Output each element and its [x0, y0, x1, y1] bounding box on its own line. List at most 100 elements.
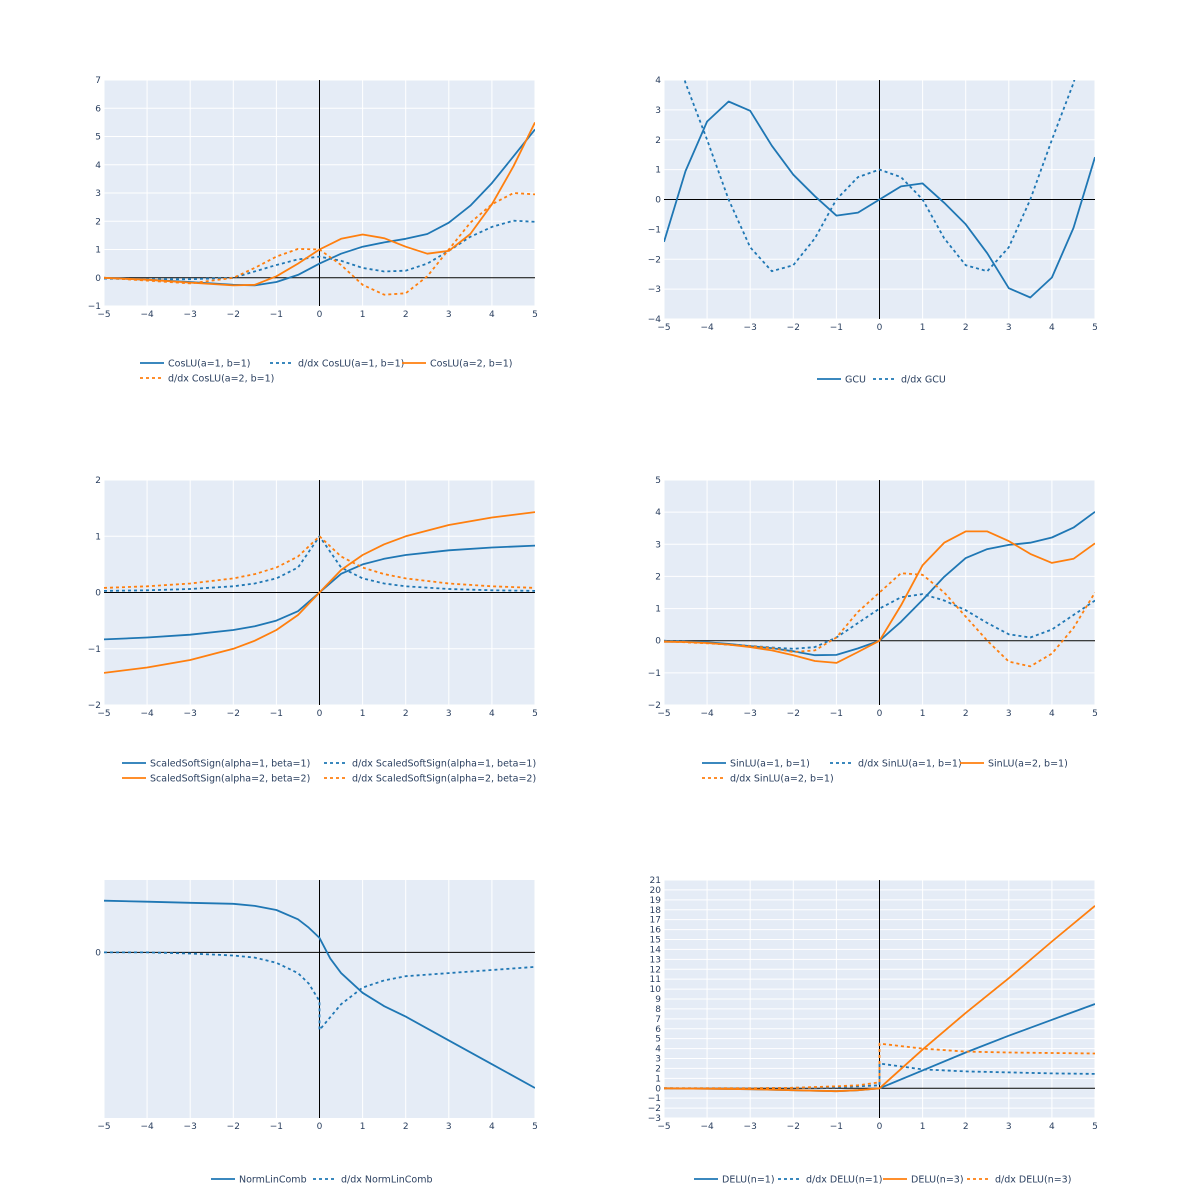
legend-label: CosLU(a=1, b=1)	[168, 359, 250, 370]
legend-label: d/dx CosLU(a=1, b=1)	[298, 359, 404, 370]
y-tick-label: −2	[88, 701, 101, 711]
x-tick-label: −5	[97, 709, 110, 719]
x-tick-label: 5	[532, 1122, 538, 1132]
legend-label: d/dx SinLU(a=2, b=1)	[730, 774, 834, 785]
x-tick-label: −4	[140, 1122, 154, 1132]
y-tick-label: 1	[655, 605, 661, 615]
x-tick-label: 2	[403, 310, 409, 320]
y-tick-label: 11	[650, 975, 661, 985]
y-tick-label: 14	[650, 945, 662, 955]
series-line	[104, 899, 535, 1089]
y-tick-label: 20	[650, 886, 662, 896]
x-tick-label: 4	[489, 310, 495, 320]
y-tick-label: 21	[650, 876, 661, 886]
y-tick-label: −1	[648, 225, 661, 235]
x-tick-label: 3	[1006, 323, 1012, 333]
y-tick-label: 5	[655, 476, 661, 486]
x-tick-label: 1	[360, 1122, 366, 1132]
y-tick-label: −4	[648, 315, 662, 325]
y-tick-label: 4	[655, 508, 661, 518]
series-group	[664, 511, 1095, 668]
x-tick-label: 3	[1006, 1122, 1012, 1132]
x-tick-label: −5	[657, 709, 670, 719]
series-line	[104, 535, 535, 589]
y-tick-label: 10	[650, 985, 662, 995]
y-tick-label: 6	[95, 104, 101, 114]
x-tick-label: 3	[446, 709, 452, 719]
y-tick-label: 2	[655, 136, 661, 146]
y-tick-label: 1	[655, 166, 661, 176]
y-tick-label: 1	[655, 1074, 661, 1084]
x-tick-label: −3	[744, 709, 757, 719]
y-tick-label: 1	[95, 246, 101, 256]
series-line	[664, 572, 1095, 668]
x-tick-label: 0	[877, 1122, 883, 1132]
legend-label: d/dx SinLU(a=1, b=1)	[858, 759, 962, 770]
x-tick-label: −5	[97, 1122, 110, 1132]
x-tick-label: 1	[360, 310, 366, 320]
x-tick-label: −3	[744, 323, 757, 333]
x-tick-label: −3	[184, 310, 197, 320]
y-tick-label: 17	[650, 916, 661, 926]
series-group	[104, 899, 535, 1089]
x-tick-label: 5	[532, 310, 538, 320]
x-tick-label: 3	[446, 310, 452, 320]
y-tick-label: 0	[655, 196, 661, 206]
legend-label: SinLU(a=1, b=1)	[730, 759, 810, 770]
series-line	[664, 530, 1095, 664]
x-tick-label: 0	[317, 709, 323, 719]
y-tick-label: 12	[650, 965, 661, 975]
x-tick-label: 1	[360, 709, 366, 719]
x-tick-label: 4	[1049, 323, 1055, 333]
x-tick-label: −1	[830, 709, 843, 719]
y-tick-label: 2	[95, 476, 101, 486]
y-tick-label: 19	[650, 896, 662, 906]
x-tick-label: −3	[184, 709, 197, 719]
series-line	[104, 219, 535, 281]
y-tick-label: 2	[95, 217, 101, 227]
y-tick-label: 0	[655, 1084, 661, 1094]
x-tick-label: −5	[657, 1122, 670, 1132]
x-tick-label: −2	[787, 323, 800, 333]
legend-label: d/dx DELU(n=3)	[995, 1175, 1071, 1186]
series-line	[664, 1042, 1095, 1090]
legend-label: d/dx DELU(n=1)	[806, 1175, 882, 1186]
y-tick-label: 5	[95, 133, 101, 143]
x-tick-label: −3	[184, 1122, 197, 1132]
x-tick-label: 5	[1092, 323, 1098, 333]
series-line	[104, 122, 535, 287]
y-tick-label: 0	[655, 637, 661, 647]
y-tick-label: 2	[655, 572, 661, 582]
y-tick-label: 9	[655, 995, 661, 1005]
y-tick-label: −3	[648, 1114, 661, 1124]
x-tick-label: −2	[787, 709, 800, 719]
x-tick-label: −1	[270, 709, 283, 719]
x-tick-label: 0	[877, 323, 883, 333]
y-tick-label: 18	[650, 906, 662, 916]
series-line	[104, 951, 535, 1031]
x-tick-label: 3	[446, 1122, 452, 1132]
y-tick-label: −2	[648, 1104, 661, 1114]
y-tick-label: −1	[648, 669, 661, 679]
y-tick-label: 4	[655, 1045, 661, 1055]
legend-label: SinLU(a=2, b=1)	[988, 759, 1068, 770]
legend-label: d/dx GCU	[901, 375, 946, 386]
legend-label: DELU(n=3)	[911, 1175, 964, 1186]
y-tick-label: 2	[655, 1064, 661, 1074]
y-tick-label: 3	[655, 106, 661, 116]
x-tick-label: 2	[963, 709, 969, 719]
y-tick-label: 8	[655, 1005, 661, 1015]
legend-label: d/dx ScaledSoftSign(alpha=2, beta=2)	[352, 774, 536, 785]
y-tick-label: 4	[95, 161, 101, 171]
x-tick-label: 1	[920, 323, 926, 333]
y-tick-label: 3	[655, 540, 661, 550]
series-line	[664, 100, 1095, 299]
legend-label: NormLinComb	[239, 1175, 307, 1186]
y-tick-label: −3	[648, 285, 661, 295]
y-tick-label: 0	[95, 274, 101, 284]
x-tick-label: 4	[489, 709, 495, 719]
y-tick-label: 7	[95, 76, 101, 86]
legend-label: ScaledSoftSign(alpha=1, beta=1)	[150, 759, 310, 770]
x-tick-label: 1	[920, 709, 926, 719]
